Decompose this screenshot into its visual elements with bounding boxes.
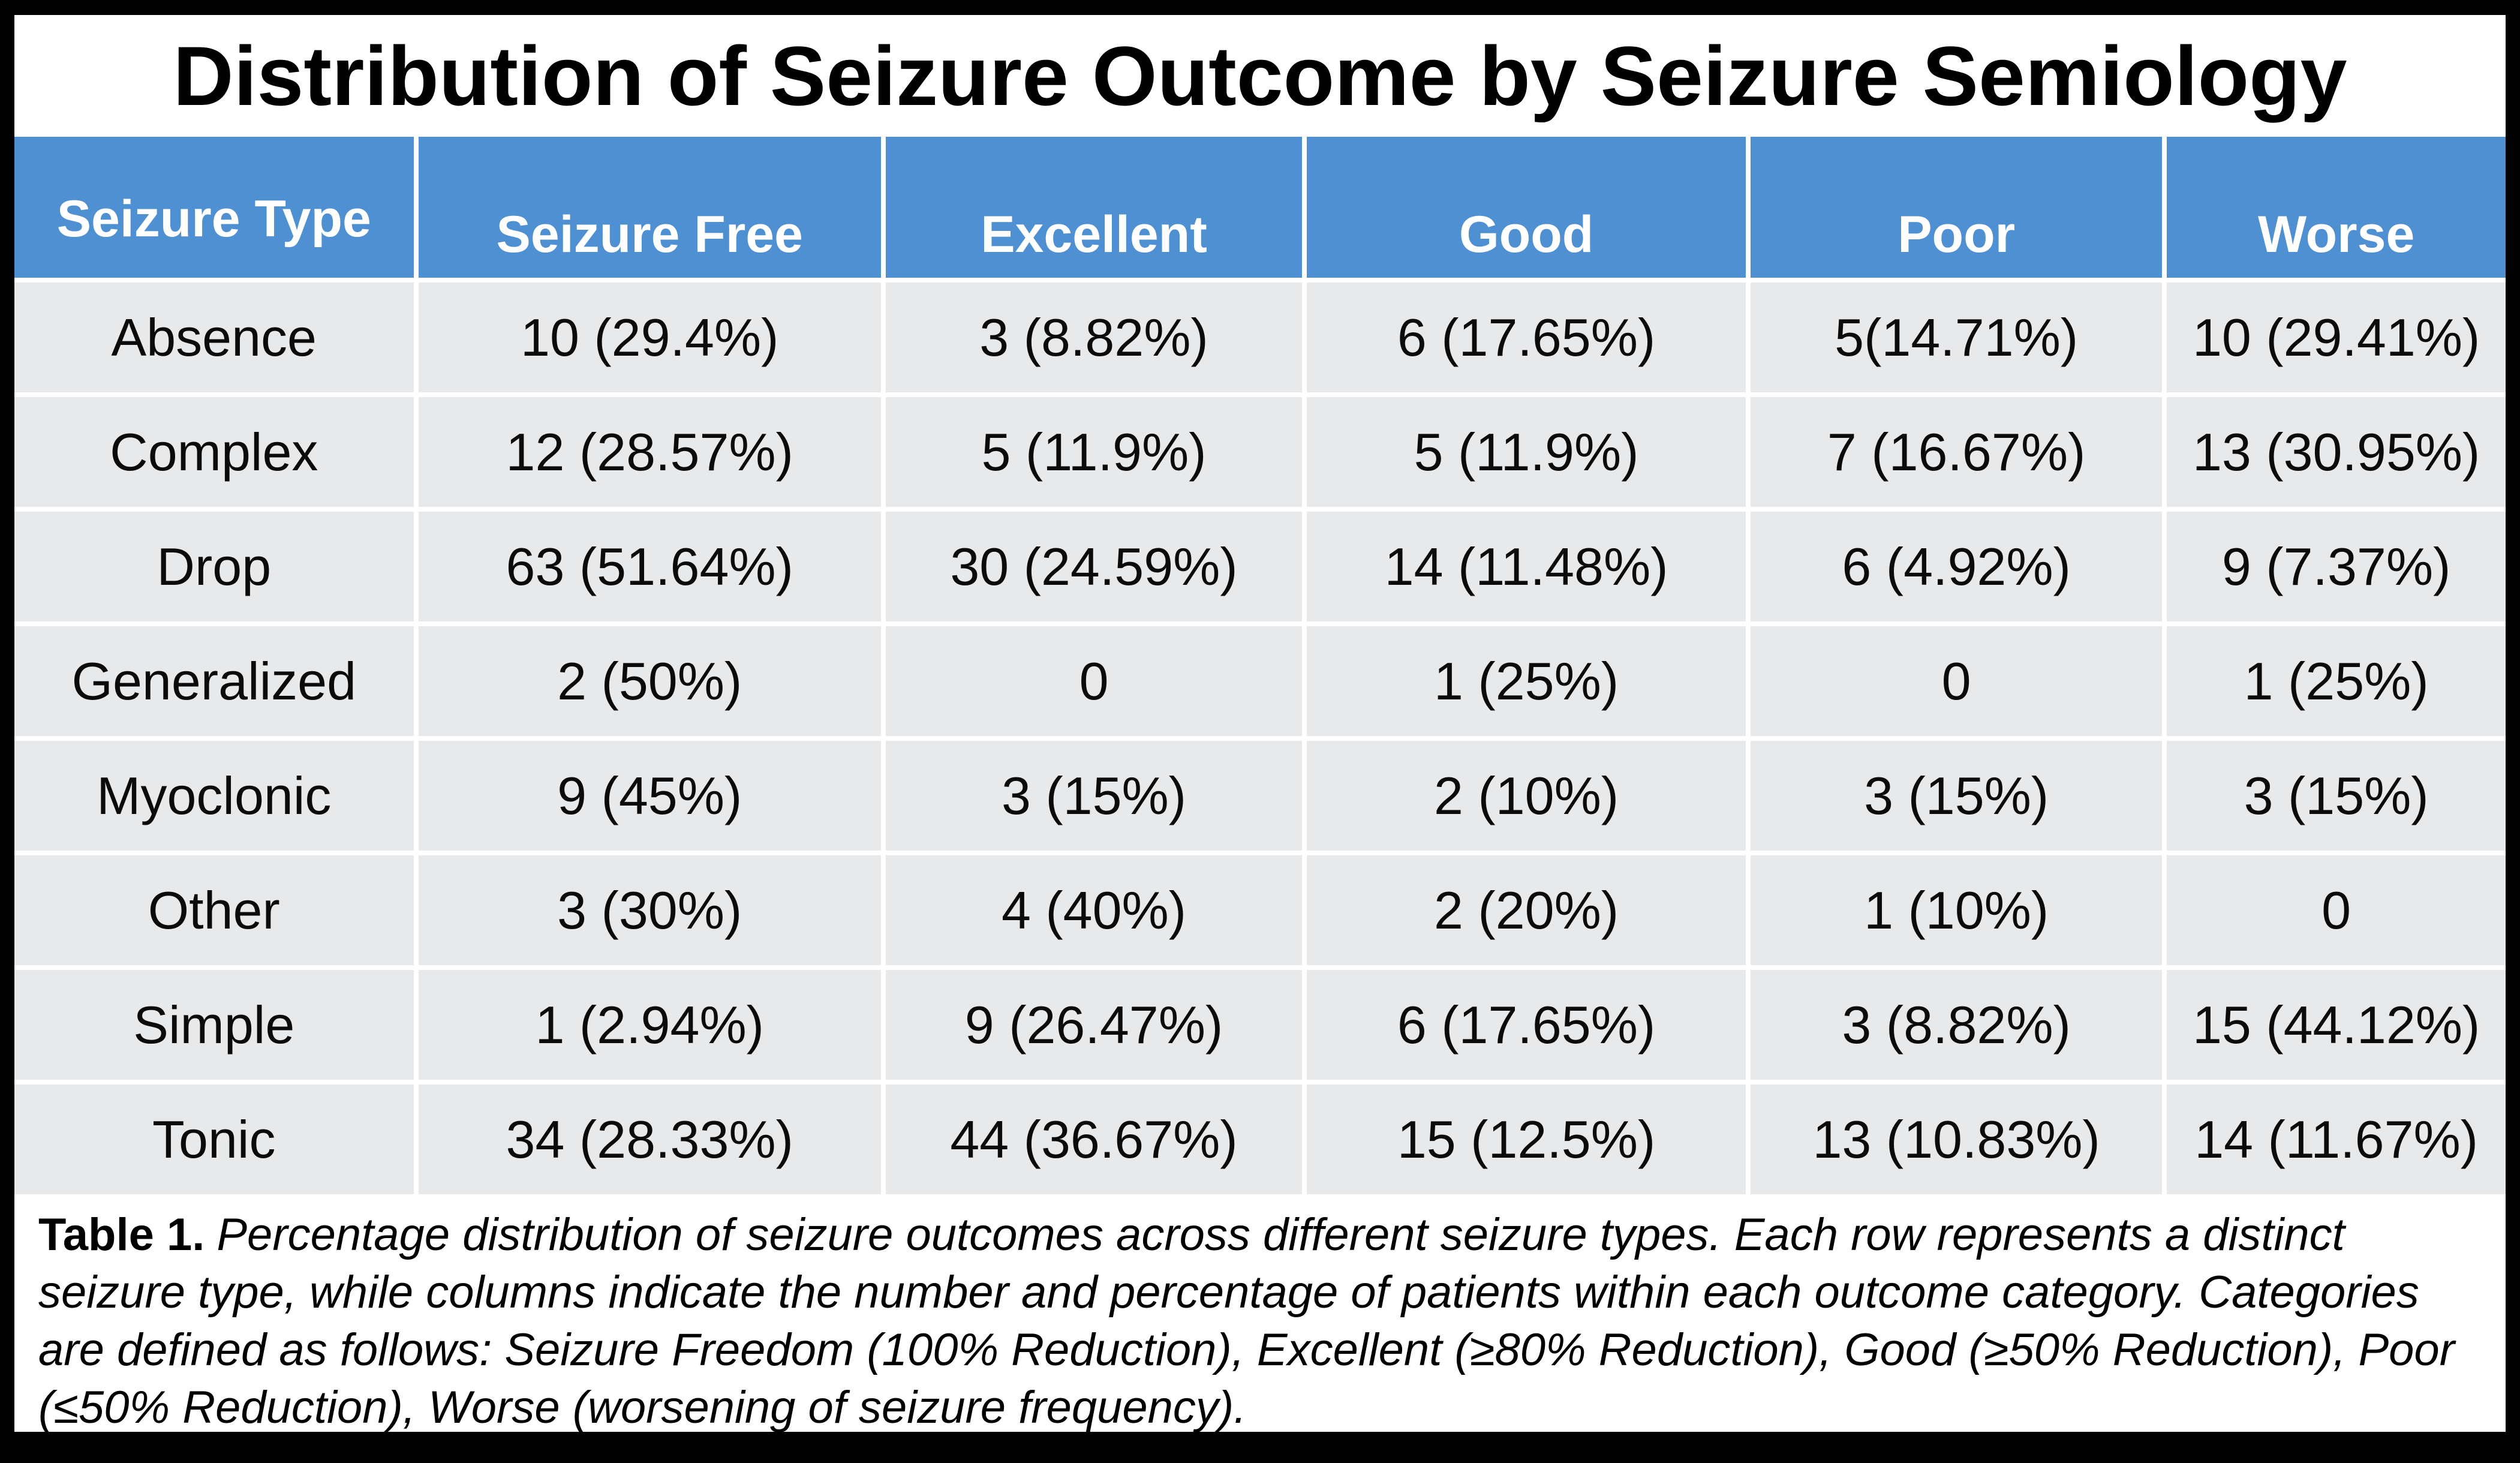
figure-title: Distribution of Seizure Outcome by Seizu… [173,28,2347,123]
table-cell: 5(14.71%) [1750,283,2163,392]
table-cell: 1 (25%) [1307,626,1746,736]
table-cell: 1 (25%) [2167,626,2506,736]
row-label-generalized: Generalized [14,626,414,736]
table-cell: 6 (17.65%) [1307,283,1746,392]
column-header-excellent: Excellent [885,137,1303,278]
table-cell: 5 (11.9%) [885,397,1303,507]
column-header-seizure-type: Seizure Type [14,137,414,278]
table-cell: 2 (50%) [418,626,881,736]
table-cell: 2 (10%) [1307,741,1746,851]
row-label-simple: Simple [14,970,414,1080]
table-cell: 3 (15%) [1750,741,2163,851]
row-label-drop: Drop [14,512,414,621]
table-cell: 4 (40%) [885,855,1303,965]
caption-label: Table 1. [38,1209,205,1260]
column-header-worse: Worse [2167,137,2506,278]
row-label-other: Other [14,855,414,965]
table-cell: 15 (44.12%) [2167,970,2506,1080]
table-cell: 10 (29.4%) [418,283,881,392]
table-cell: 30 (24.59%) [885,512,1303,621]
table-cell: 3 (30%) [418,855,881,965]
table-cell: 12 (28.57%) [418,397,881,507]
table-cell: 5 (11.9%) [1307,397,1746,507]
table-cell: 0 [2167,855,2506,965]
table-cell: 1 (2.94%) [418,970,881,1080]
table-cell: 7 (16.67%) [1750,397,2163,507]
table-cell: 44 (36.67%) [885,1085,1303,1194]
table-cell: 3 (15%) [2167,741,2506,851]
table-cell: 0 [885,626,1303,736]
seizure-outcome-table: Seizure Type Seizure Free Excellent Good… [14,137,2506,1194]
table-cell: 1 (10%) [1750,855,2163,965]
table-cell: 13 (30.95%) [2167,397,2506,507]
row-label-absence: Absence [14,283,414,392]
table-cell: 3 (8.82%) [885,283,1303,392]
title-band: Distribution of Seizure Outcome by Seizu… [14,15,2506,137]
table-cell: 9 (45%) [418,741,881,851]
table-cell: 6 (4.92%) [1750,512,2163,621]
table-caption: Table 1. Percentage distribution of seizu… [14,1194,2506,1433]
table-cell: 9 (26.47%) [885,970,1303,1080]
row-label-tonic: Tonic [14,1085,414,1194]
table-cell: 3 (15%) [885,741,1303,851]
table-cell: 14 (11.67%) [2167,1085,2506,1194]
table-cell: 10 (29.41%) [2167,283,2506,392]
row-label-complex: Complex [14,397,414,507]
column-header-poor: Poor [1750,137,2163,278]
table-cell: 63 (51.64%) [418,512,881,621]
column-header-good: Good [1307,137,1746,278]
caption-text: Percentage distribution of seizure outco… [38,1209,2455,1433]
table-cell: 14 (11.48%) [1307,512,1746,621]
table-cell: 13 (10.83%) [1750,1085,2163,1194]
column-header-seizure-free: Seizure Free [418,137,881,278]
table-cell: 2 (20%) [1307,855,1746,965]
table-cell: 34 (28.33%) [418,1085,881,1194]
row-label-myoclonic: Myoclonic [14,741,414,851]
table-cell: 6 (17.65%) [1307,970,1746,1080]
table-cell: 3 (8.82%) [1750,970,2163,1080]
table-cell: 15 (12.5%) [1307,1085,1746,1194]
table-cell: 9 (7.37%) [2167,512,2506,621]
table-cell: 0 [1750,626,2163,736]
